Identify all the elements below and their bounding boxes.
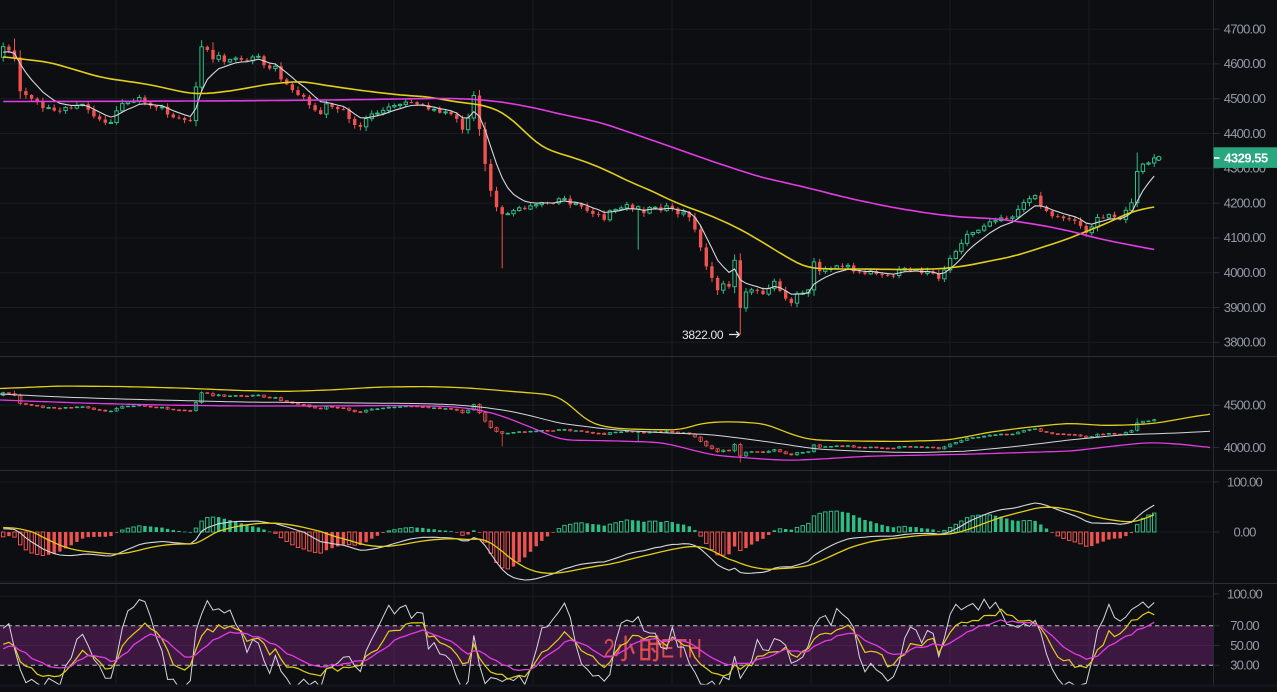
svg-text:4000.00: 4000.00 xyxy=(1224,265,1266,280)
svg-text:30.00: 30.00 xyxy=(1230,658,1259,673)
svg-text:4100.00: 4100.00 xyxy=(1224,230,1266,245)
svg-text:100.00: 100.00 xyxy=(1227,586,1263,601)
svg-text:4200.00: 4200.00 xyxy=(1224,195,1266,210)
svg-text:4329.55: 4329.55 xyxy=(1224,151,1268,166)
svg-text:0.00: 0.00 xyxy=(1233,524,1256,539)
svg-text:3822.00: 3822.00 xyxy=(682,328,724,342)
svg-text:4600.00: 4600.00 xyxy=(1224,56,1266,71)
svg-text:3900.00: 3900.00 xyxy=(1224,300,1266,315)
svg-text:70.00: 70.00 xyxy=(1230,618,1259,633)
svg-text:3800.00: 3800.00 xyxy=(1224,335,1266,350)
svg-text:100.00: 100.00 xyxy=(1227,474,1263,489)
svg-text:4400.00: 4400.00 xyxy=(1224,126,1266,141)
svg-text:4500.00: 4500.00 xyxy=(1224,91,1266,106)
svg-text:4500.00: 4500.00 xyxy=(1224,398,1266,413)
svg-text:50.00: 50.00 xyxy=(1230,638,1259,653)
svg-text:4700.00: 4700.00 xyxy=(1224,21,1266,36)
svg-text:4000.00: 4000.00 xyxy=(1224,440,1266,455)
